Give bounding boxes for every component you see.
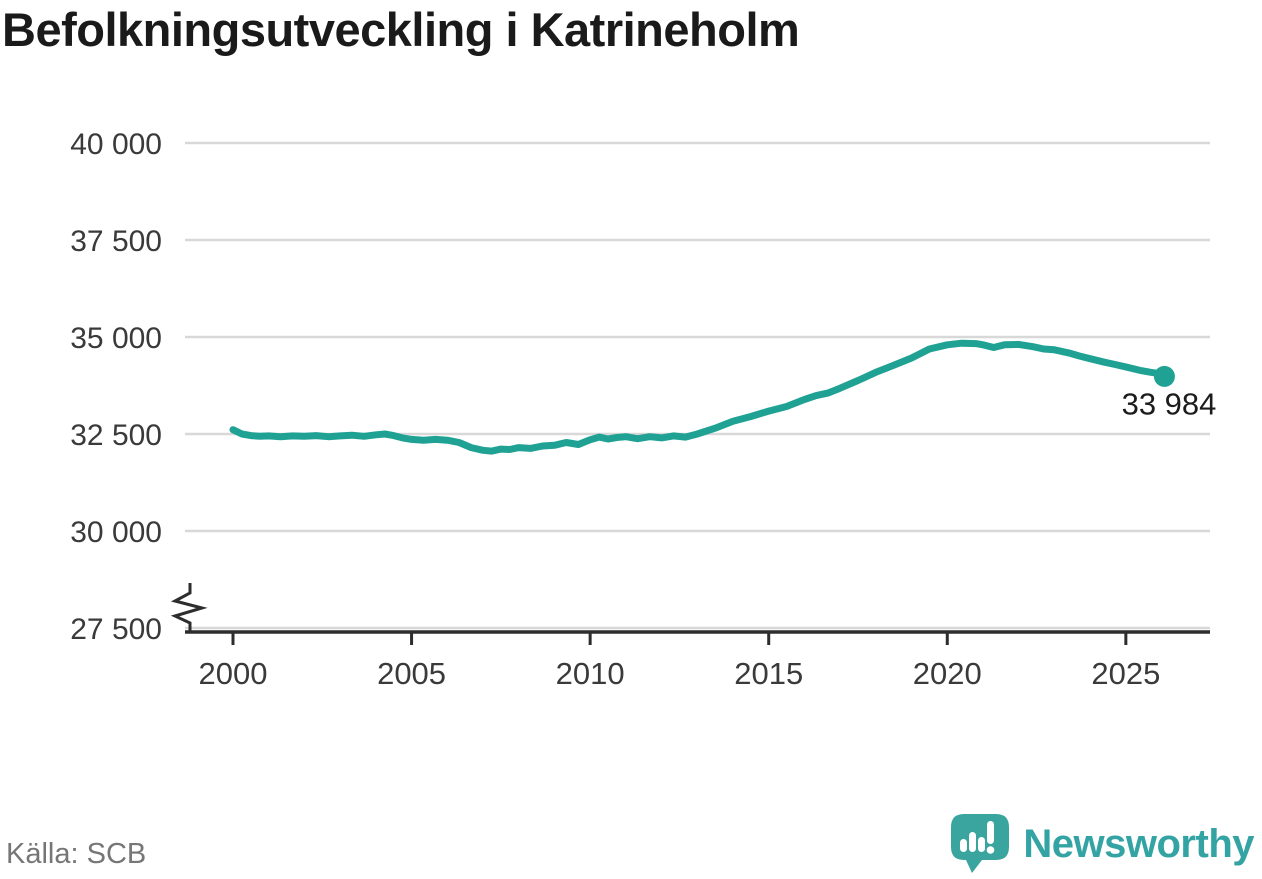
y-tick-label: 32 500 [70,419,162,452]
brand-wordmark: Newsworthy [1023,821,1254,866]
bar-3 [978,837,986,852]
bar-1 [960,839,968,852]
axis-break-icon [170,583,208,632]
exclamation-bar [987,821,995,844]
x-tick-label: 2010 [556,656,625,691]
population-line [229,339,1168,455]
chart-title: Befolkningsutveckling i Katrineholm [2,3,800,56]
y-tick-label: 40 000 [70,128,162,161]
x-tick-label: 2005 [377,656,446,691]
newsworthy-logo: Newsworthy [949,812,1254,876]
end-point-marker [1153,365,1175,387]
y-tick-label: 35 000 [70,322,162,355]
exclamation-dot [987,846,995,854]
x-tick-label: 2000 [199,656,268,691]
newsworthy-logo-icon [951,814,1010,873]
y-tick-label: 27 500 [70,613,162,646]
x-tick-label: 2015 [734,656,803,691]
end-value-label: 33 984 [1122,386,1217,421]
y-tick-label: 30 000 [70,516,162,549]
source-text: Källa: SCB [6,838,147,870]
x-tick-label: 2025 [1091,656,1160,691]
y-tick-label: 37 500 [70,225,162,258]
x-tick-label: 2020 [913,656,982,691]
bar-2 [969,832,977,852]
